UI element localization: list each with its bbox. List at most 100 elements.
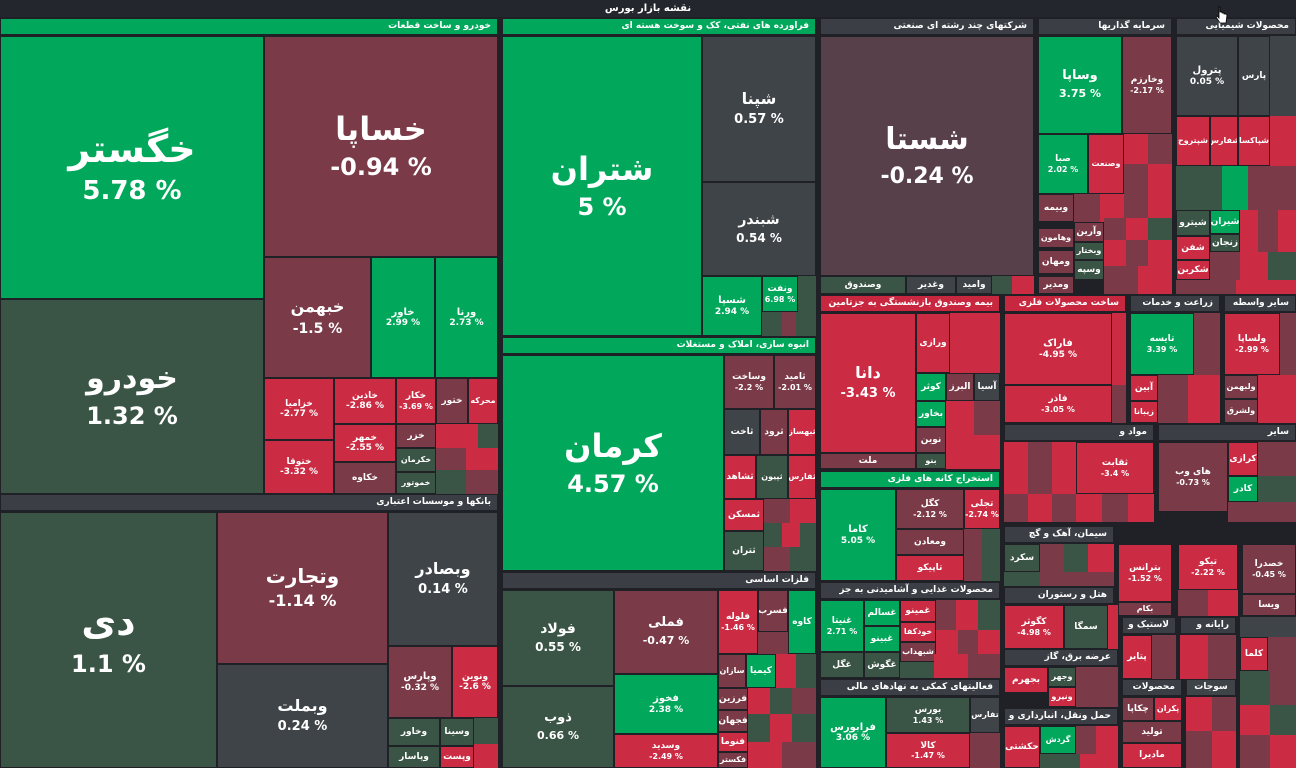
tile-khkar[interactable]: خکار -3.69 %	[396, 378, 436, 424]
sector-header-financial[interactable]: فعالیتهای کمکی به نهادهای مالی	[820, 679, 1000, 696]
tile-sazin[interactable]: سازان	[718, 654, 746, 688]
tile-vsandogh[interactable]: وصندوق	[820, 276, 906, 294]
tile-vbsader[interactable]: وبصادر 0.14 %	[388, 512, 498, 646]
tile-vmodir[interactable]: ومدیر	[1038, 276, 1074, 294]
tile-vorna[interactable]: ورنا 2.73 %	[435, 257, 498, 378]
tile-fottoma[interactable]: فنوما	[718, 732, 748, 752]
tile-vaarin[interactable]: وآرین	[1074, 222, 1104, 242]
tile-kowsar[interactable]: کوثر	[916, 373, 946, 401]
tile-kader[interactable]: کادر	[1228, 476, 1258, 502]
tile-tikoo[interactable]: تیکو -2.22 %	[1178, 544, 1238, 590]
tile-tmaskan[interactable]: ثمسکن	[724, 499, 764, 531]
tile-behsaz[interactable]: ثبهساز	[788, 409, 816, 455]
tile-visa[interactable]: ویسا	[1242, 594, 1296, 616]
sector-header-agriculture[interactable]: زراعت و خدمات	[1130, 295, 1220, 312]
tile-khkave[interactable]: خکاوه	[334, 462, 396, 494]
tile-ghbina[interactable]: غبینو	[864, 626, 900, 652]
tile-shafan[interactable]: شفن	[1176, 236, 1210, 260]
tile-femeli[interactable]: فملی -0.47 %	[614, 590, 718, 674]
tile-vmaadan[interactable]: ومعادن	[896, 529, 964, 555]
tile-ghkosh[interactable]: غگوش	[864, 652, 900, 678]
tile-shetran[interactable]: شتران 5 %	[502, 36, 702, 336]
tile-tolid[interactable]: تولید	[1122, 721, 1182, 743]
tile-shekarin[interactable]: شکربن	[1176, 260, 1210, 280]
tile-saba[interactable]: صبا 2.02 %	[1038, 134, 1088, 194]
tile-shbahdar[interactable]: شبهداب	[900, 642, 936, 662]
tile-sakhat[interactable]: ثاخت	[724, 409, 760, 455]
tile-taise[interactable]: تایسه 3.39 %	[1130, 313, 1194, 375]
tile-vbime[interactable]: وبیمه	[1038, 194, 1074, 222]
tile-pars[interactable]: پارس	[1238, 36, 1270, 116]
sector-header-basic-metals[interactable]: فلزات اساسی	[502, 572, 816, 589]
tile-khtoga[interactable]: ختوقا -3.32 %	[264, 440, 334, 494]
tile-hkshti[interactable]: حکشتی	[1004, 726, 1040, 768]
tile-foolad[interactable]: فولاد 0.55 %	[502, 590, 614, 686]
tile-abin[interactable]: آبین	[1130, 375, 1158, 401]
tile-kgowsar[interactable]: کگوثر -4.98 %	[1004, 605, 1064, 649]
tile-vkharazm[interactable]: وخارزم -2.17 %	[1122, 36, 1172, 134]
tile-tghatab[interactable]: ثقابت -3.4 %	[1076, 442, 1154, 494]
tile-kala[interactable]: کالا -1.47 %	[886, 733, 970, 768]
tile-shesapa[interactable]: شسپا 2.94 %	[702, 276, 762, 336]
tile-bkhavar[interactable]: بخاور	[916, 401, 946, 427]
tile-farzin[interactable]: فرزین	[718, 688, 748, 710]
sector-header-metal-ores[interactable]: استخراج کانه های فلزی	[820, 471, 1000, 488]
tile-bjahrom[interactable]: بجهرم	[1004, 667, 1048, 693]
tile-petrol[interactable]: پترول 0.05 %	[1176, 36, 1238, 116]
sector-header-other-brokers[interactable]: سایر واسطه	[1224, 295, 1296, 312]
tile-zob[interactable]: ذوب 0.66 %	[502, 686, 614, 768]
tile-alborz[interactable]: البرز	[946, 373, 974, 401]
tile-patir[interactable]: پتایر	[1122, 635, 1152, 679]
tile-shepna[interactable]: شپنا 0.57 %	[702, 36, 816, 182]
tile-dana[interactable]: دانا -3.43 %	[820, 313, 916, 453]
tile-ghnita[interactable]: غنیتا 2.71 %	[820, 600, 864, 652]
tile-vsapa[interactable]: وساپا 3.75 %	[1038, 36, 1122, 134]
tile-vsepah[interactable]: وسپه	[1074, 260, 1104, 280]
sector-header-investment[interactable]: سرمایه گذاریها	[1038, 18, 1172, 35]
tile-tehran[interactable]: ثتران	[724, 531, 764, 571]
tile-khkarman[interactable]: خکرمان	[396, 448, 436, 472]
sector-header-refinery[interactable]: فراورده های نفتی، کک و سوخت هسته ای	[502, 18, 816, 35]
tile-sema[interactable]: سمگا	[1064, 605, 1108, 649]
tile-velsapa[interactable]: ولساپا -2.99 %	[1224, 313, 1280, 375]
tile-mellat[interactable]: ملت	[820, 453, 916, 469]
sector-header-auto[interactable]: خودرو و ساخت قطعات	[0, 18, 498, 35]
tile-khamotor[interactable]: خموتور	[396, 472, 436, 494]
tile-vnovin[interactable]: ونوین -2.6 %	[452, 646, 498, 718]
tile-khadin[interactable]: خاذین -2.86 %	[334, 378, 396, 424]
tile-gardesh[interactable]: گردش	[1040, 726, 1076, 754]
tile-paksan[interactable]: پکران	[1154, 697, 1182, 721]
tile-vkhavar[interactable]: وخاور	[388, 718, 440, 746]
sector-header-food[interactable]: محصولات غذایی و آشامیدنی به جز	[820, 582, 1000, 599]
tile-sepun[interactable]: ثپیون	[756, 455, 788, 499]
tile-tajali[interactable]: تجلی -2.74 %	[964, 489, 1000, 529]
sector-header-other[interactable]: سایر	[1158, 424, 1296, 441]
tile-sojat[interactable]: سوجات	[1186, 679, 1236, 696]
tile-kave[interactable]: کاوه	[788, 590, 816, 654]
tile-vbmellat[interactable]: وبملت 0.24 %	[217, 664, 388, 768]
sector-header-utilities[interactable]: عرضه برق، گاز	[1004, 649, 1118, 666]
tile-kagol[interactable]: کگل -2.12 %	[896, 489, 964, 529]
tile-vhamoon[interactable]: وهامون	[1038, 228, 1074, 248]
tile-tfars2[interactable]: تفارس	[970, 697, 1000, 733]
tile-folaj[interactable]: فلوله -1.46 %	[718, 590, 758, 654]
tile-vsadid[interactable]: وسدید -2.49 %	[614, 734, 718, 768]
tile-vmehan[interactable]: ومهان	[1038, 250, 1074, 274]
tile-fkastar[interactable]: فکستر	[718, 752, 748, 768]
tile-velshrgh[interactable]: ولشرق	[1224, 399, 1258, 423]
tile-khavar[interactable]: خاور 2.99 %	[371, 257, 435, 378]
sector-header-multi[interactable]: شرکتهای چند رشته ای صنعتی	[820, 18, 1034, 35]
tile-vsina[interactable]: وسینا	[440, 718, 474, 746]
sector-header-chemicals[interactable]: محصولات شیمیایی	[1176, 18, 1296, 35]
tile-shahed[interactable]: ثشاهد	[724, 455, 756, 499]
tile-asia[interactable]: آسیا	[974, 373, 1000, 401]
sector-header-hotels[interactable]: هتل و رستوران	[1004, 587, 1114, 604]
tile-ghminoo[interactable]: غمینو	[900, 600, 936, 622]
tile-vtejarat[interactable]: وتجارت -1.14 %	[217, 512, 388, 664]
sector-header-chem-materials[interactable]: مواد و	[1004, 424, 1154, 441]
tile-fagher[interactable]: فاذر -3.05 %	[1004, 385, 1112, 423]
tile-karazi[interactable]: کرازی	[1228, 442, 1258, 476]
tile-madira[interactable]: مادیرا	[1122, 743, 1182, 768]
tile-farak[interactable]: فاراک -4.95 %	[1004, 313, 1112, 385]
tile-khazamia[interactable]: خزامیا -2.77 %	[264, 378, 334, 440]
